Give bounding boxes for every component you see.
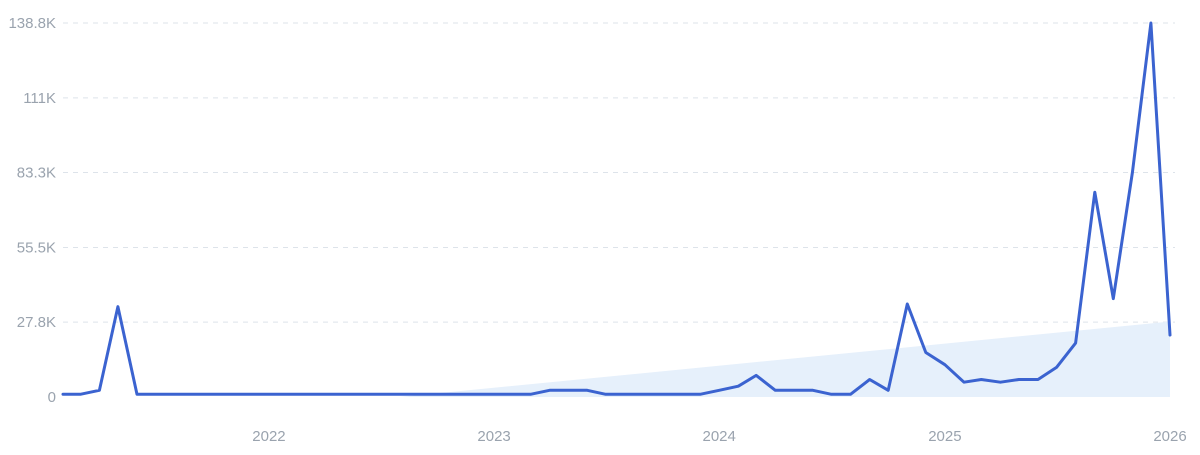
x-tick-label: 2023 bbox=[477, 428, 510, 445]
series-line bbox=[61, 21, 1172, 396]
grid-layer bbox=[63, 22, 1175, 323]
x-tick-label: 2024 bbox=[702, 428, 735, 445]
series-layer bbox=[61, 21, 1172, 396]
y-tick-label: 27.8K bbox=[17, 314, 56, 331]
trend-layer bbox=[399, 321, 1170, 397]
x-tick-label: 2025 bbox=[928, 428, 961, 445]
y-tick-label: 83.3K bbox=[17, 165, 56, 182]
y-tick-label: 138.8K bbox=[8, 15, 56, 32]
y-tick-label: 55.5K bbox=[17, 239, 56, 256]
y-tick-label: 111K bbox=[23, 90, 56, 107]
x-tick-label: 2022 bbox=[252, 428, 285, 445]
y-axis: 0 27.8K 55.5K 83.3K 111K 138.8K bbox=[8, 15, 56, 406]
trend-area bbox=[399, 321, 1170, 397]
y-tick-label: 0 bbox=[48, 389, 56, 406]
x-tick-label: 2026 bbox=[1153, 428, 1186, 445]
x-axis: 2022 2023 2024 2025 2026 bbox=[252, 428, 1186, 445]
